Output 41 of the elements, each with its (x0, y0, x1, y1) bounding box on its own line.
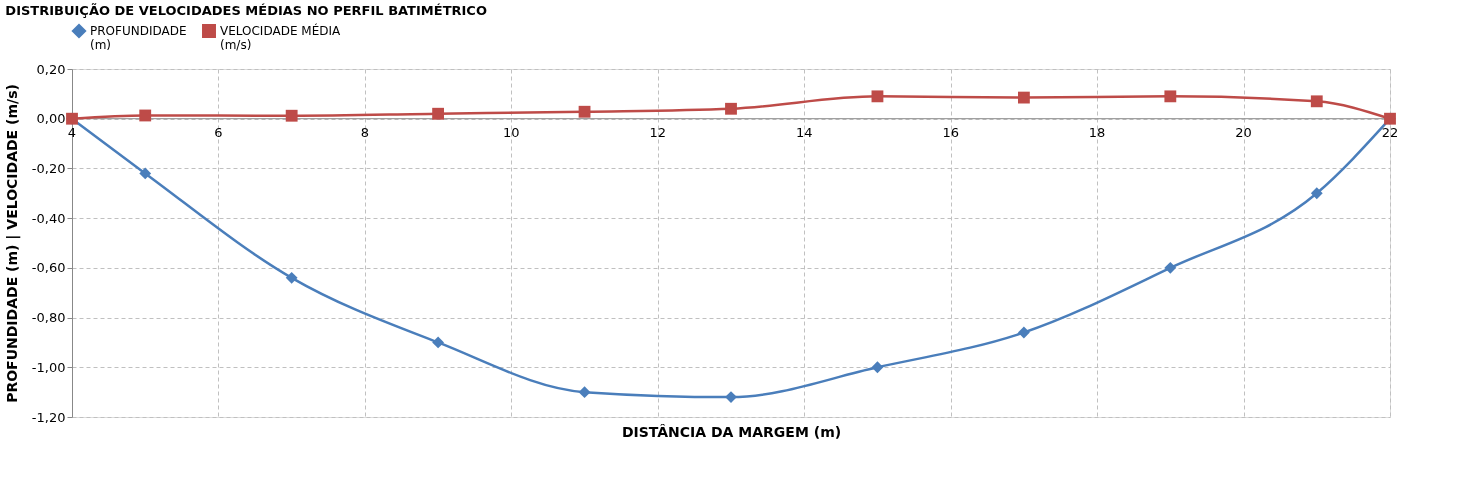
point (578, 105, 591, 118)
point (871, 90, 884, 103)
y-tick-label: -0,40 (31, 210, 66, 226)
point (725, 102, 737, 115)
x-tick-label: 16 (942, 124, 959, 140)
point (1017, 91, 1030, 104)
y-tick-label: -1,20 (31, 409, 66, 425)
y-tick-label: 0,00 (36, 111, 66, 127)
point (1310, 187, 1323, 200)
point (432, 336, 445, 349)
chart-title: DISTRIBUIÇÃO DE VELOCIDADES MÉDIAS NO PERFIL BATIMÉTRICO (5, 3, 487, 18)
point (578, 386, 591, 399)
x-tick-label: 12 (649, 124, 667, 140)
x-tick-label: 4 (67, 124, 77, 140)
x-axis-title: DISTÂNCIA DA MARGEM (m) (621, 423, 842, 440)
point (725, 391, 737, 404)
point (432, 107, 445, 120)
y-tick-label: 0,20 (36, 61, 66, 77)
x-tick-label: 18 (1088, 124, 1106, 140)
point (139, 167, 152, 180)
point (1164, 90, 1177, 103)
y-tick-label: -0,20 (31, 160, 66, 176)
y-tick-label: -1,00 (31, 359, 66, 375)
point (285, 271, 298, 284)
y-axis-title: PROFUNDIDADE (m) | VELOCIDADE (m/s) (3, 84, 21, 403)
x-tick-label: 20 (1235, 124, 1252, 140)
point (1310, 95, 1323, 108)
point (139, 109, 152, 122)
x-tick-label: 8 (360, 124, 370, 140)
legend-label: PROFUNDIDADE (m) (90, 24, 187, 52)
legend-label: VELOCIDADE MÉDIA (m/s) (220, 23, 341, 52)
x-tick-label: 22 (1381, 124, 1399, 140)
x-tick-label: 14 (795, 124, 813, 140)
x-tick-label: 10 (503, 124, 520, 140)
y-tick-label: -0,60 (31, 260, 66, 276)
y-tick-label: -0,80 (31, 310, 66, 326)
point (1017, 326, 1030, 339)
x-tick-label: 6 (214, 124, 223, 140)
point (285, 109, 298, 122)
point (871, 361, 884, 374)
point (1164, 261, 1177, 274)
